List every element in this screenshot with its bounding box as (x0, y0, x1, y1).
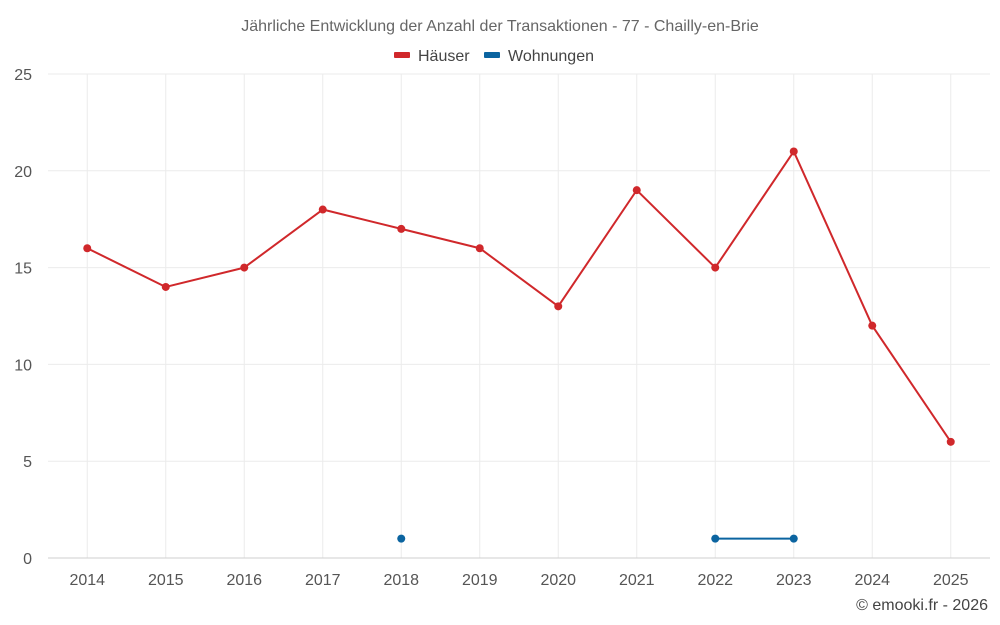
legend-swatch (394, 52, 410, 58)
legend: Häuser Wohnungen (394, 48, 594, 65)
y-tick-label: 0 (23, 551, 32, 568)
series-line (86, 150, 952, 443)
data-point (475, 244, 484, 253)
data-point (789, 534, 798, 543)
data-point (711, 534, 720, 543)
data-point (632, 186, 641, 195)
x-tick-label: 2021 (619, 572, 655, 589)
series-wohnungen (397, 534, 798, 543)
credit-label: © emooki.fr - 2026 (856, 597, 988, 614)
data-point (554, 302, 563, 311)
x-tick-label: 2018 (383, 572, 419, 589)
legend-label: Häuser (418, 48, 470, 65)
data-point (161, 282, 170, 291)
x-tick-label: 2020 (540, 572, 576, 589)
y-axis: 0 5 10 15 20 25 (14, 67, 32, 568)
x-tick-label: 2017 (305, 572, 341, 589)
data-point (318, 205, 327, 214)
y-tick-label: 20 (14, 164, 32, 181)
x-tick-label: 2014 (69, 572, 105, 589)
x-tick-label: 2016 (226, 572, 262, 589)
data-point (240, 263, 249, 272)
legend-swatch (484, 52, 500, 58)
data-point (83, 244, 92, 253)
chart-title: Jährliche Entwicklung der Anzahl der Tra… (241, 18, 759, 35)
y-tick-label: 5 (23, 454, 32, 471)
x-tick-label: 2019 (462, 572, 498, 589)
y-tick-label: 25 (14, 67, 32, 84)
series-haeuser (83, 147, 955, 446)
gridlines (48, 73, 990, 558)
data-point (789, 147, 798, 156)
y-tick-label: 15 (14, 261, 32, 278)
y-tick-label: 10 (14, 357, 32, 374)
data-point (397, 224, 406, 233)
data-point (946, 437, 955, 446)
x-tick-label: 2025 (933, 572, 969, 589)
data-point (711, 263, 720, 272)
data-point (868, 321, 877, 330)
x-tick-label: 2024 (854, 572, 890, 589)
x-axis: 2014 2015 2016 2017 2018 2019 2020 2021 2022 2023… (48, 557, 990, 589)
x-tick-label: 2022 (697, 572, 733, 589)
x-tick-label: 2023 (776, 572, 812, 589)
legend-label: Wohnungen (508, 48, 594, 65)
x-tick-label: 2015 (148, 572, 184, 589)
series-layer (83, 147, 955, 543)
data-point (397, 534, 406, 543)
